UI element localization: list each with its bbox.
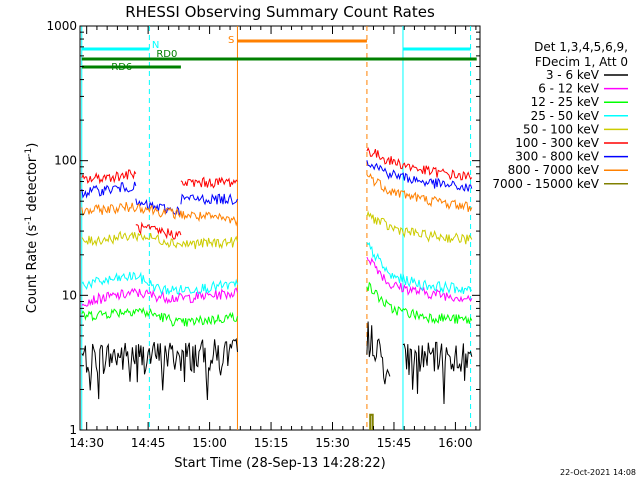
- plot-area: [79, 25, 481, 431]
- series-line-3-6-kev: [366, 321, 391, 385]
- flag-label-s: S: [228, 35, 234, 46]
- legend-label-300-800-kev: 300 - 800 keV: [515, 150, 599, 164]
- series-line-300-800-kev: [81, 181, 137, 199]
- series-line-25-50-kev: [366, 242, 473, 295]
- series-line-6-12-kev: [81, 287, 238, 307]
- x-tick-label: 14:30: [69, 436, 104, 450]
- plot-frame: [79, 25, 481, 431]
- legend-label-7000-15000-kev: 7000 - 15000 keV: [492, 177, 599, 191]
- y-axis-label: Count Rate (s-1 detector-1): [24, 143, 40, 314]
- legend-label-25-50-kev: 25 - 50 keV: [531, 109, 600, 123]
- x-tick-label: 16:00: [438, 436, 473, 450]
- x-tick-label: 15:15: [254, 436, 289, 450]
- legend-label-12-25-kev: 12 - 25 keV: [531, 95, 600, 109]
- flag-label-rd6: RD6: [111, 62, 132, 73]
- series-line-100-300-kev: [180, 176, 238, 189]
- series-line-800-7000-kev: [81, 201, 238, 227]
- y-tick-label: 1: [69, 423, 77, 437]
- series-lines: [81, 147, 473, 430]
- interval-markers: [81, 26, 472, 430]
- series-line-300-800-kev: [366, 160, 473, 192]
- legend-label-100-300-kev: 100 - 300 keV: [515, 136, 599, 150]
- y-axis: 1 10 100 1000: [46, 19, 480, 437]
- series-line-100-300-kev: [366, 147, 473, 181]
- legend-label-50-100-kev: 50 - 100 keV: [523, 122, 600, 136]
- x-tick-label: 14:45: [131, 436, 166, 450]
- series-line-100-300-kev: [135, 221, 182, 240]
- flag-label-rd0: RD0: [156, 49, 177, 60]
- x-tick-label: 15:45: [377, 436, 412, 450]
- legend-header-line-2: FDecim 1, Att 0: [535, 55, 628, 69]
- series-line-50-100-kev: [366, 210, 473, 245]
- legend-label-3-6-kev: 3 - 6 keV: [546, 68, 600, 82]
- legend-header-line-1: Det 1,3,4,5,6,9,: [534, 40, 628, 54]
- series-line-6-12-kev: [366, 256, 473, 303]
- series-line-3-6-kev: [402, 341, 473, 405]
- series-line-100-300-kev: [81, 169, 137, 185]
- generation-timestamp: 22-Oct-2021 14:08: [560, 468, 636, 477]
- flag-label-n: N: [152, 40, 159, 51]
- legend-label-6-12-kev: 6 - 12 keV: [538, 82, 600, 96]
- x-axis: 14:30 14:45 15:00 15:15 15:30 15:45 16:00: [69, 26, 477, 450]
- y-tick-label: 10: [62, 288, 77, 302]
- x-tick-label: 15:30: [315, 436, 350, 450]
- series-line-7000-15000-kev: [369, 413, 374, 430]
- chart-title: RHESSI Observing Summary Count Rates: [125, 3, 435, 21]
- y-tick-label: 100: [54, 154, 77, 168]
- series-line-25-50-kev: [81, 271, 238, 296]
- x-axis-label: Start Time (28-Sep-13 14:28:22): [174, 456, 385, 471]
- legend: Det 1,3,4,5,6,9, FDecim 1, Att 0 3 - 6 k…: [492, 40, 628, 191]
- x-tick-label: 15:00: [192, 436, 227, 450]
- series-line-50-100-kev: [81, 230, 238, 250]
- series-line-3-6-kev: [81, 337, 238, 401]
- series-line-12-25-kev: [366, 281, 473, 325]
- status-flags: N S RD0 RD6: [81, 35, 477, 73]
- series-line-12-25-kev: [81, 306, 238, 327]
- y-tick-label: 1000: [46, 19, 77, 33]
- legend-label-800-7000-kev: 800 - 7000 keV: [508, 163, 600, 177]
- series-line-300-800-kev: [180, 193, 238, 206]
- series-line-800-7000-kev: [366, 172, 473, 213]
